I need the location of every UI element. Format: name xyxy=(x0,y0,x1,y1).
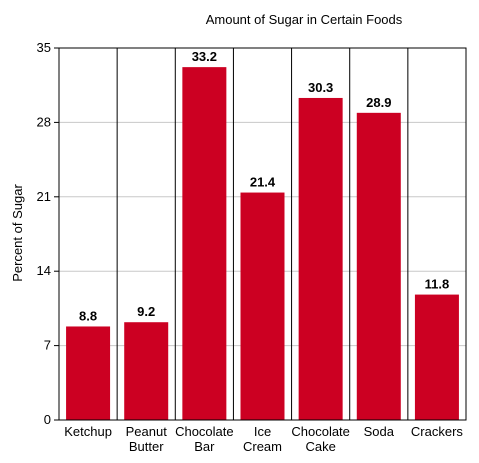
data-labels: 8.8 9.2 33.2 21.4 30.3 28.9 11.8 xyxy=(79,49,449,323)
axes xyxy=(58,47,467,421)
y-tick-label: 28 xyxy=(37,114,51,129)
x-category-label: Chocolate Cake xyxy=(291,424,350,454)
bar xyxy=(182,67,227,420)
y-tick-label: 14 xyxy=(37,263,51,278)
y-tick-label: 7 xyxy=(44,338,51,353)
data-label: 33.2 xyxy=(192,49,217,64)
x-category-label: Chocolate Bar xyxy=(175,424,234,454)
y-tick-label: 35 xyxy=(37,40,51,55)
data-label: 11.8 xyxy=(425,277,450,292)
data-label: 9.2 xyxy=(137,304,155,319)
bar xyxy=(356,112,401,420)
y-axis-label: Percent of Sugar xyxy=(10,184,25,282)
x-category-label: Peanut Butter xyxy=(126,424,168,454)
y-tick-label: 21 xyxy=(37,189,51,204)
y-ticks: 0 7 14 21 28 35 xyxy=(37,40,59,427)
x-category-label: Soda xyxy=(364,424,395,439)
y-tick-label: 0 xyxy=(44,412,51,427)
plot-frame xyxy=(58,47,467,421)
bar xyxy=(66,326,111,420)
bar xyxy=(124,322,169,420)
bar xyxy=(240,192,285,420)
data-label: 8.8 xyxy=(79,308,97,323)
bar xyxy=(298,97,343,420)
chart-title: Amount of Sugar in Certain Foods xyxy=(206,12,403,27)
bars xyxy=(66,67,459,420)
data-label: 28.9 xyxy=(366,95,391,110)
x-category-label: Ice Cream xyxy=(243,424,282,454)
x-category-label: Crackers xyxy=(411,424,464,439)
data-label: 21.4 xyxy=(250,175,276,190)
data-label: 30.3 xyxy=(308,80,333,95)
x-category-label: Ketchup xyxy=(64,424,112,439)
bar xyxy=(414,294,459,420)
